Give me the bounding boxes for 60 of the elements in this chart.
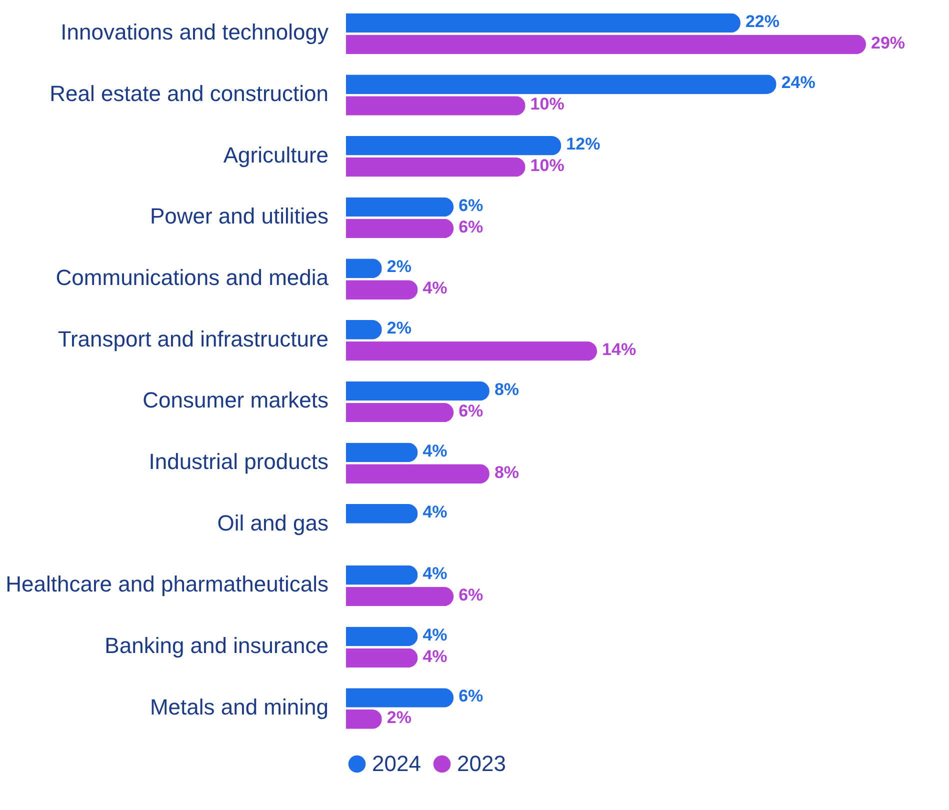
data-label: 4% (422, 502, 448, 522)
data-label: 2% (386, 708, 412, 728)
data-label: 8% (494, 380, 520, 399)
bar (346, 218, 454, 238)
bar (346, 13, 740, 33)
data-label: 4% (422, 278, 448, 298)
legend-label: 2024 (372, 751, 421, 776)
y-tick-label: Power and utilities (150, 204, 328, 229)
data-label: 4% (422, 625, 448, 644)
bar (346, 504, 418, 524)
bar (346, 688, 454, 708)
bar (346, 258, 382, 278)
data-label: 4% (422, 564, 448, 583)
data-label: 24% (781, 73, 816, 92)
data-label: 10% (530, 94, 564, 114)
bar (346, 280, 418, 300)
bar (346, 157, 526, 177)
y-tick-label: Industrial products (148, 449, 328, 474)
data-label: 29% (871, 33, 906, 52)
bar (346, 341, 598, 361)
bar (346, 96, 526, 116)
data-label: 4% (422, 441, 448, 460)
legend-label: 2023 (457, 751, 506, 776)
y-tick-label: Healthcare and pharmatheuticals (6, 572, 328, 597)
y-tick-label: Communications and media (56, 264, 330, 290)
y-tick-label: Metals and mining (150, 694, 328, 720)
bar (346, 197, 454, 217)
data-label: 2% (386, 257, 412, 276)
y-tick-label: Innovations and technology (60, 20, 328, 45)
data-label: 8% (494, 462, 520, 482)
data-label: 10% (530, 156, 564, 176)
bar (346, 381, 490, 401)
bar (346, 320, 382, 340)
bar (346, 34, 866, 54)
bar (346, 74, 776, 94)
data-label: 6% (458, 196, 484, 215)
y-tick-label: Transport and infrastructure (58, 326, 328, 352)
bar (346, 402, 454, 422)
y-tick-label: Banking and insurance (104, 633, 328, 658)
y-tick-label: Real estate and construction (50, 80, 328, 106)
data-label: 22% (745, 12, 780, 31)
y-tick-label: Oil and gas (217, 510, 328, 536)
data-label: 6% (458, 217, 484, 236)
bar (346, 626, 418, 646)
bar (346, 136, 562, 156)
data-label: 6% (458, 585, 484, 604)
data-label: 6% (458, 401, 484, 420)
bar (346, 464, 490, 484)
bar (346, 648, 418, 668)
data-label: 2% (386, 318, 412, 338)
data-label: 12% (566, 134, 600, 154)
y-tick-label: Agriculture (223, 142, 328, 168)
bar (346, 586, 454, 606)
data-label: 4% (422, 646, 448, 666)
y-tick-label: Consumer markets (142, 388, 328, 413)
bar (346, 442, 418, 462)
data-label: 14% (602, 340, 636, 360)
bar (346, 565, 418, 585)
bar (346, 710, 382, 729)
data-label: 6% (458, 686, 484, 706)
